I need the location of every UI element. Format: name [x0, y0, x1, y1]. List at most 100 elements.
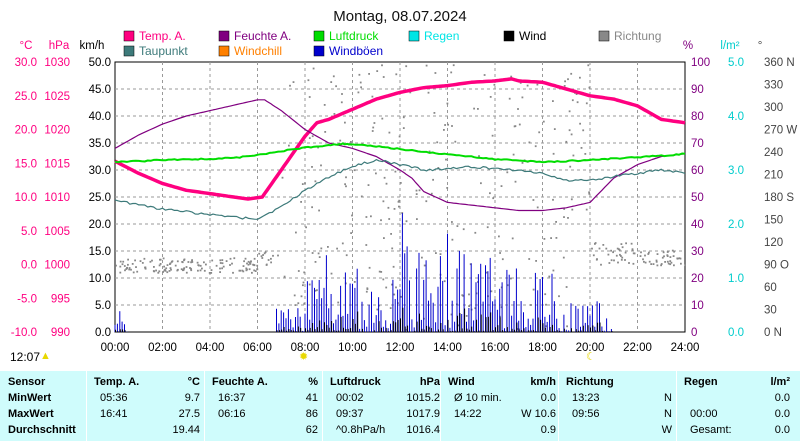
direction-point: [619, 253, 621, 256]
direction-point: [253, 257, 256, 260]
direction-point: [221, 262, 224, 265]
direction-point: [445, 158, 447, 161]
direction-point: [351, 214, 353, 217]
direction-point: [242, 270, 245, 273]
row-label: Durchschnitt: [8, 424, 76, 436]
column-divider: [440, 371, 441, 441]
direction-point: [538, 131, 541, 134]
direction-point: [437, 167, 440, 169]
stat-time: 09:37: [336, 408, 364, 420]
direction-point: [360, 195, 363, 198]
direction-point: [624, 251, 627, 254]
direction-point: [402, 127, 405, 129]
direction-point: [123, 265, 126, 267]
direction-point: [121, 263, 124, 266]
column-divider: [86, 371, 87, 441]
direction-point: [656, 264, 659, 267]
group-unit: l/m²: [770, 376, 790, 388]
direction-point: [376, 70, 379, 72]
direction-point: [253, 264, 256, 267]
direction-point: [661, 256, 664, 259]
direction-point: [656, 253, 659, 255]
direction-point: [312, 67, 315, 70]
legend-swatch: [218, 30, 230, 42]
direction-point: [335, 85, 337, 88]
direction-point: [456, 225, 459, 227]
direction-point: [631, 248, 634, 251]
direction-point: [680, 262, 682, 265]
direction-point: [166, 264, 169, 266]
direction-point: [317, 252, 320, 255]
direction-point: [548, 275, 551, 278]
direction-point: [512, 153, 515, 156]
direction-point: [647, 253, 650, 255]
direction-point: [536, 206, 539, 209]
direction-point: [451, 238, 454, 241]
direction-point: [339, 139, 342, 142]
direction-point: [450, 71, 453, 74]
direction-point: [330, 81, 333, 83]
direction-point: [632, 262, 635, 265]
direction-point: [506, 284, 509, 287]
humidity-tick-label: 30: [691, 246, 704, 258]
direction-point: [528, 258, 531, 260]
direction-point: [684, 264, 686, 267]
legend-swatch: [123, 30, 135, 42]
direction-point: [345, 254, 348, 257]
direction-point: [187, 261, 190, 263]
direction-point: [558, 295, 560, 298]
direction-unit-label: °: [758, 40, 763, 52]
x-tick-label: 04:00: [196, 342, 225, 354]
group-header: Richtung: [566, 376, 614, 388]
direction-point: [251, 271, 253, 274]
direction-point: [563, 216, 565, 218]
temp-tick-label: -5.0: [17, 293, 37, 305]
direction-point: [584, 153, 587, 155]
direction-point: [643, 260, 645, 263]
direction-point: [666, 255, 669, 257]
direction-point: [382, 200, 385, 203]
wind-tick-label: 0.0: [95, 327, 111, 339]
direction-point: [393, 293, 396, 296]
direction-point: [564, 80, 566, 83]
direction-point: [545, 303, 547, 306]
direction-point: [293, 294, 296, 297]
direction-point: [368, 266, 371, 269]
direction-point: [492, 197, 495, 200]
legend-label: Taupunkt: [139, 44, 188, 58]
direction-point: [400, 295, 403, 298]
x-tick-label: 22:00: [623, 342, 652, 354]
direction-point: [215, 264, 218, 267]
direction-point: [368, 73, 370, 75]
direction-point: [135, 266, 137, 268]
direction-point: [345, 176, 347, 179]
pressure-tick-label: 990: [51, 327, 70, 339]
direction-point: [452, 64, 455, 67]
direction-point: [253, 269, 256, 272]
column-divider: [204, 371, 205, 441]
direction-point: [587, 64, 590, 67]
direction-point: [591, 247, 593, 250]
direction-point: [136, 270, 139, 273]
stat-time: ^0.8hPa/h: [336, 424, 386, 436]
direction-point: [615, 254, 618, 257]
direction-point: [295, 231, 297, 234]
direction-point: [667, 262, 670, 265]
direction-point: [222, 265, 225, 268]
direction-point: [598, 247, 601, 250]
direction-point: [219, 262, 222, 264]
direction-point: [185, 266, 188, 268]
direction-point: [462, 228, 465, 231]
stat-value: 1016.4: [406, 424, 440, 436]
direction-point: [499, 252, 501, 254]
direction-point: [517, 108, 519, 110]
direction-point: [294, 304, 297, 306]
direction-point: [168, 270, 171, 272]
temp-unit-label: °C: [20, 40, 33, 52]
direction-point: [401, 212, 404, 214]
direction-point: [662, 251, 665, 254]
direction-tick-label: 0 N: [764, 327, 782, 339]
temp-tick-label: 5.0: [21, 226, 37, 238]
direction-point: [526, 84, 529, 87]
direction-point: [443, 280, 446, 283]
